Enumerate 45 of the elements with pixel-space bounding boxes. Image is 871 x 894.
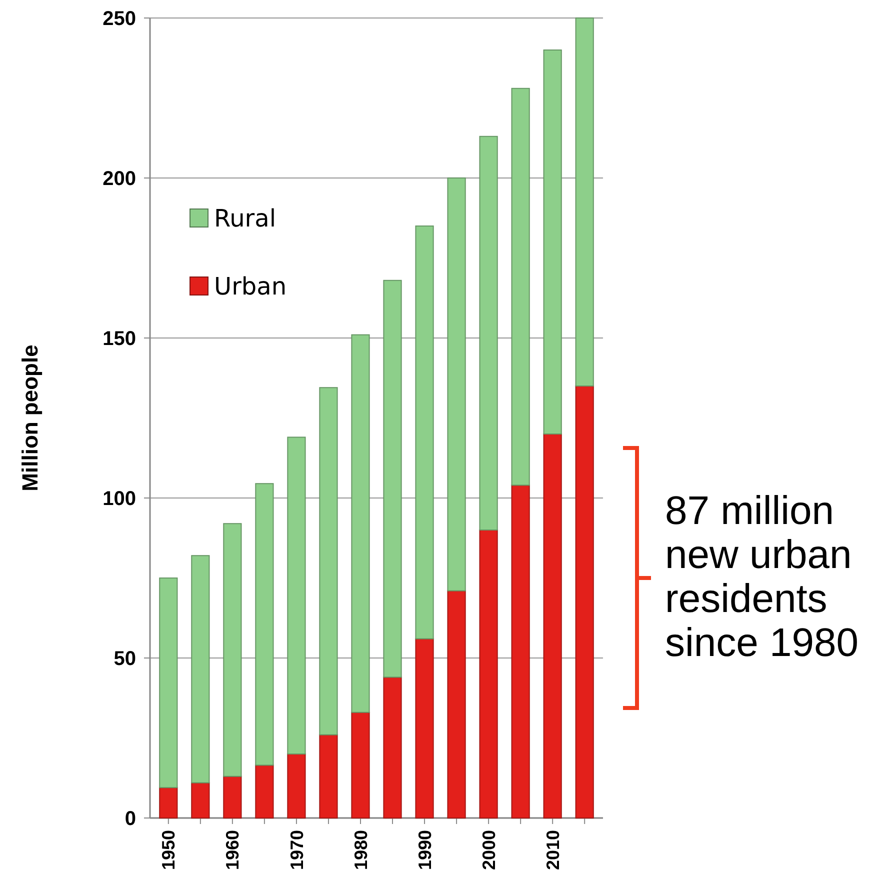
bar: [287, 754, 306, 818]
bar: [511, 88, 530, 486]
x-tick-label: 1990: [414, 830, 435, 870]
bar: [415, 638, 434, 818]
bar: [223, 776, 242, 818]
x-tick-label: 2000: [478, 830, 499, 870]
x-tick-label: 2010: [542, 830, 563, 870]
bar: [383, 676, 402, 818]
bar: [191, 555, 210, 784]
bar: [351, 712, 370, 818]
bar: [447, 590, 466, 818]
y-tick-label: 250: [102, 8, 136, 30]
bar: [447, 178, 466, 592]
x-tick-label: 1980: [350, 830, 371, 870]
bar: [543, 434, 562, 818]
bar: [383, 280, 402, 678]
y-tick-label: 200: [102, 168, 136, 190]
bar: [511, 484, 530, 818]
bar: [159, 578, 178, 788]
bar: [543, 50, 562, 434]
bar: [479, 530, 498, 818]
legend-label: Rural: [214, 204, 276, 232]
bar: [479, 136, 498, 530]
y-tick-label: 0: [124, 808, 136, 830]
bar: [351, 334, 370, 713]
bar: [287, 436, 306, 754]
bar: [575, 18, 594, 386]
bar: [319, 734, 338, 818]
bar: [319, 387, 338, 736]
bar: [255, 764, 274, 818]
x-tick-label: 1950: [158, 830, 179, 870]
bar: [191, 782, 210, 818]
x-tick-label: 1970: [286, 830, 307, 870]
legend-label: Urban: [214, 272, 287, 300]
text: 87 million new urban residents since 1980: [665, 489, 858, 665]
y-tick-label: 50: [114, 648, 136, 670]
x-tick-label: 1960: [222, 830, 243, 870]
y-axis-title: Million people: [18, 344, 43, 492]
bar: [223, 523, 242, 777]
bar: [415, 226, 434, 640]
bar: [575, 386, 594, 818]
y-tick-label: 150: [102, 328, 136, 350]
bar: [255, 483, 274, 766]
bar: [159, 787, 178, 818]
y-tick-label: 100: [102, 488, 136, 510]
